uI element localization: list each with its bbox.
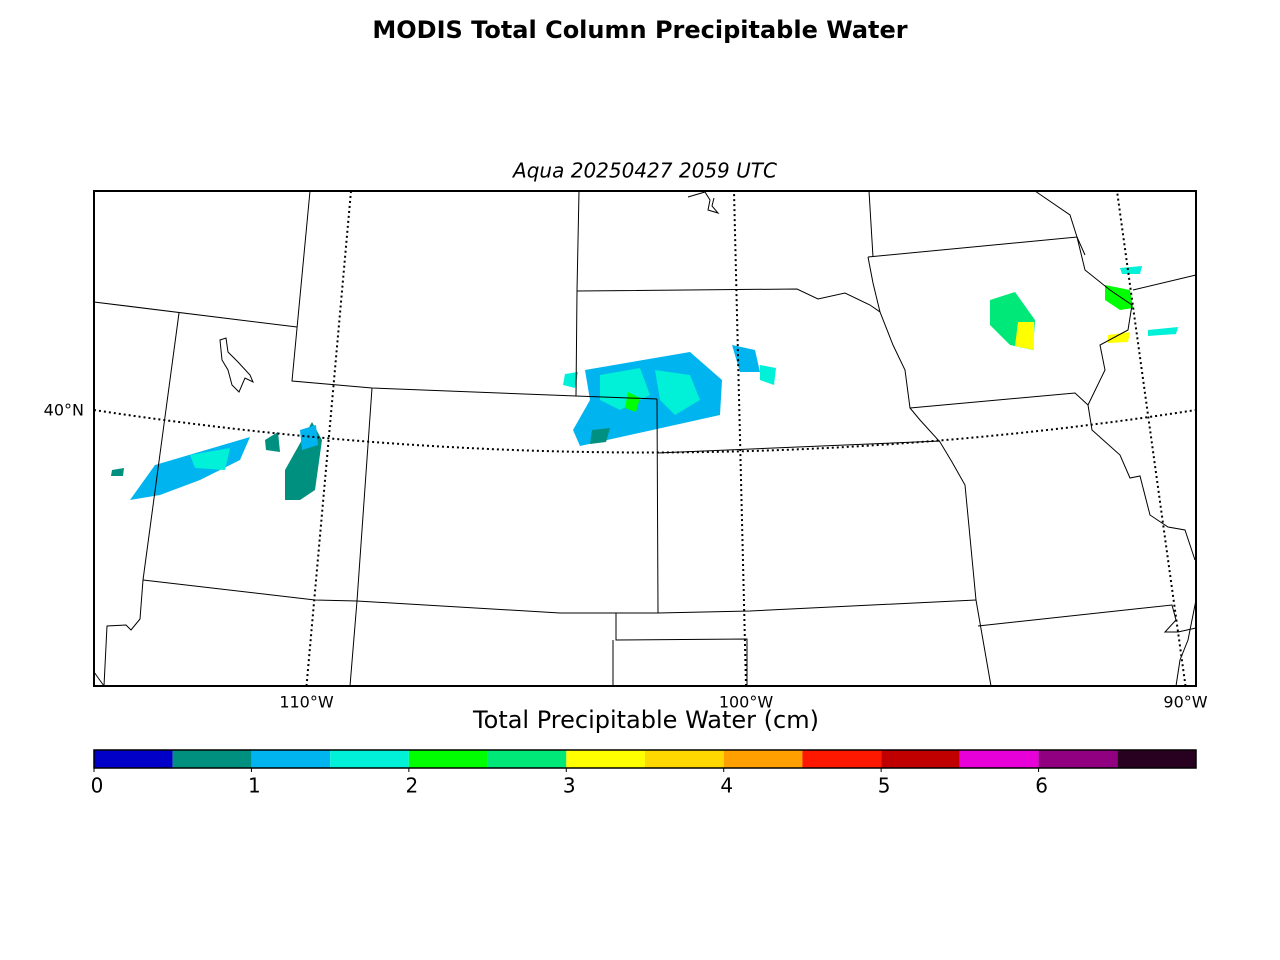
lon-label: 90°W — [1163, 693, 1207, 712]
colorbar-segment — [959, 750, 1039, 768]
colorbar-segment — [172, 750, 252, 768]
colorbar-segment — [566, 750, 645, 768]
colorbar-segment — [487, 750, 567, 768]
precip-field — [111, 266, 1178, 500]
meridian — [1116, 190, 1187, 687]
colorbar-tick-label: 6 — [1035, 774, 1048, 798]
lon-label: 110°W — [279, 693, 334, 712]
colorbar-frame — [93, 749, 1197, 769]
map-frame — [93, 190, 1197, 687]
colorbar-tick-label: 2 — [405, 774, 418, 798]
colorbar-segment — [802, 750, 882, 768]
lat-label: 40°N — [44, 401, 84, 420]
state-borders — [93, 190, 1197, 687]
subtitle: Aqua 20250427 2059 UTC — [511, 159, 777, 183]
colorbar-tick-label: 5 — [878, 774, 891, 798]
colorbar-tick-label: 1 — [248, 774, 261, 798]
colorbar-tick-label: 3 — [563, 774, 576, 798]
colorbar-segment — [1038, 750, 1118, 768]
colorbar-segment — [723, 750, 803, 768]
colorbar-segment — [94, 750, 173, 768]
colorbar-segment — [408, 750, 488, 768]
lon-label: 100°W — [719, 693, 774, 712]
colorbar-label: Total Precipitable Water (cm) — [472, 706, 819, 734]
colorbar-segment — [645, 750, 724, 768]
colorbar-segment — [1117, 750, 1196, 768]
graticule — [93, 190, 1197, 687]
colorbar-segment — [330, 750, 409, 768]
title: MODIS Total Column Precipitable Water — [372, 16, 907, 44]
parallel — [93, 409, 1197, 454]
colorbar-tick-label: 0 — [91, 774, 104, 798]
colorbar-tick-label: 4 — [720, 774, 733, 798]
colorbar-segment — [881, 750, 960, 768]
colorbar-segment — [251, 750, 331, 768]
